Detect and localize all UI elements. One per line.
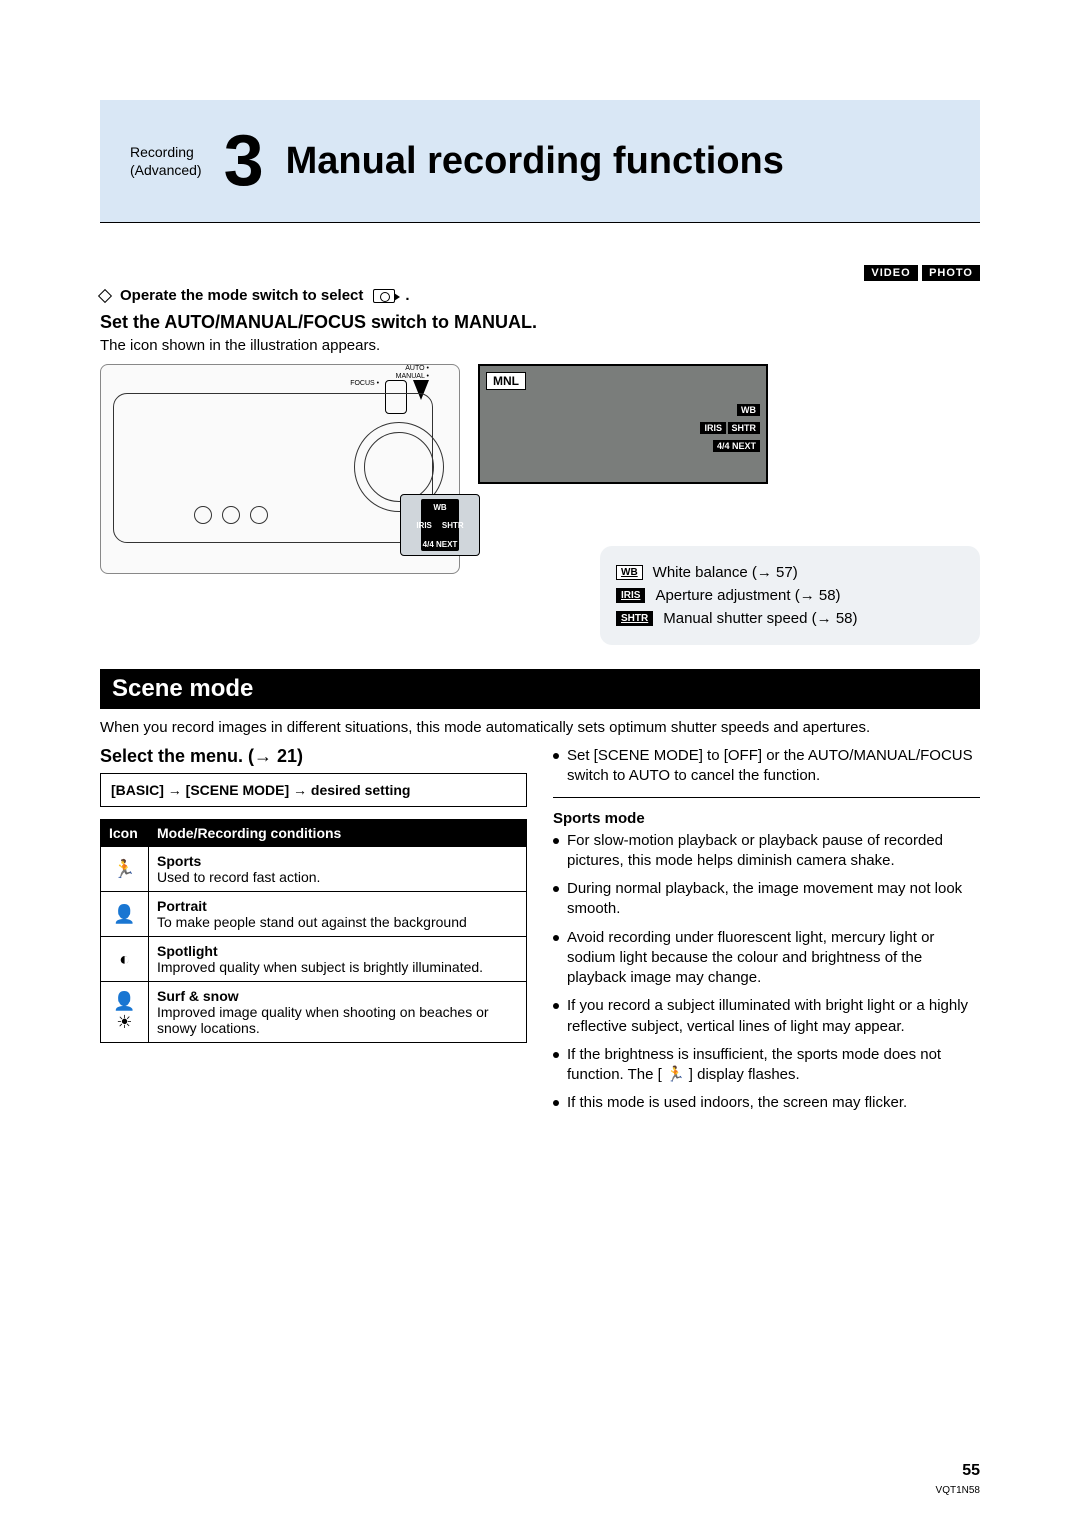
iris-mini-badge: IRIS [616,588,645,603]
list-item: For slow-motion playback or playback pau… [553,831,980,872]
mode-desc: Improved image quality when shooting on … [157,1004,489,1036]
icon-appears-text: The icon shown in the illustration appea… [100,337,980,354]
mode-name: Spotlight [157,943,218,959]
chapter-header: Recording (Advanced) 3 Manual recording … [100,100,980,223]
scene-left-column: Select the menu. (→ 21) [BASIC] → [SCENE… [100,746,527,1122]
portrait-icon: 👤 [101,892,149,937]
next-badge: 4/4 NEXT [713,440,760,452]
list-item: Avoid recording under fluorescent light,… [553,928,980,989]
th-mode: Mode/Recording conditions [149,820,527,847]
lens-inner [364,432,434,502]
table-row: ◐ SpotlightImproved quality when subject… [101,937,527,982]
list-item: During normal playback, the image moveme… [553,879,980,920]
iris-desc: Aperture adjustment (→ 58) [655,587,840,604]
mnl-label: MNL [486,372,526,390]
divider [553,797,980,798]
mode-badges: VIDEO PHOTO [864,263,980,281]
mode-name: Portrait [157,898,207,914]
diamond-icon [98,288,112,302]
operate-text: Operate the mode switch to select [120,287,363,304]
list-item: If you record a subject illuminated with… [553,996,980,1037]
section-label: Recording (Advanced) [130,143,202,179]
btn-row [194,506,268,524]
wb-desc: White balance (→ 57) [653,564,798,581]
mode-name: Surf & snow [157,988,239,1004]
mode-desc: Used to record fast action. [157,869,320,885]
list-item: If the brightness is insufficient, the s… [553,1045,980,1086]
doc-code: VQT1N58 [936,1485,980,1496]
sports-mode-subheading: Sports mode [553,810,980,827]
shtr-desc: Manual shutter speed (→ 58) [663,610,857,627]
shtr-mini-badge: SHTR [616,611,653,626]
list-item: Set [SCENE MODE] to [OFF] or the AUTO/MA… [553,746,980,787]
surf-icon: 👤☀ [101,982,149,1043]
scene-mode-heading: Scene mode [100,669,980,709]
iris-badge: IRIS [700,422,726,434]
table-row: 👤 PortraitTo make people stand out again… [101,892,527,937]
chapter-title: Manual recording functions [286,140,784,183]
list-item: If this mode is used indoors, the screen… [553,1093,980,1113]
section-line1: Recording [130,144,194,160]
table-row: 👤☀ Surf & snowImproved image quality whe… [101,982,527,1043]
set-switch-heading: Set the AUTO/MANUAL/FOCUS switch to MANU… [100,312,980,333]
page-number: 55 [962,1462,980,1480]
wb-badge: WB [737,404,760,416]
mode-name: Sports [157,853,201,869]
chapter-number: 3 [224,120,264,202]
menu-path-box: [BASIC] → [SCENE MODE] → desired setting [100,773,527,807]
top-bullets: Set [SCENE MODE] to [OFF] or the AUTO/MA… [553,746,980,787]
mode-desc: To make people stand out against the bac… [157,914,467,930]
video-badge: VIDEO [864,265,917,281]
operate-instruction: Operate the mode switch to select . [100,287,980,304]
spotlight-icon: ◐ [101,937,149,982]
section-line2: (Advanced) [130,162,202,178]
icon-descriptions: WB White balance (→ 57) IRIS Aperture ad… [600,546,980,645]
scene-columns: Select the menu. (→ 21) [BASIC] → [SCENE… [100,746,980,1122]
camera-body-outline [113,393,433,543]
select-menu-heading: Select the menu. (→ 21) [100,746,527,767]
sports-bullets: For slow-motion playback or playback pau… [553,831,980,1114]
sports-icon: 🏃 [101,847,149,892]
camera-icon [373,289,395,303]
shtr-badge: SHTR [728,422,761,434]
illustration-row: AUTO • MANUAL • FOCUS • WB IRIS SHTR 4/4… [100,364,980,574]
scene-right-column: Set [SCENE MODE] to [OFF] or the AUTO/MA… [553,746,980,1122]
scene-intro: When you record images in different situ… [100,719,980,736]
table-row: 🏃 SportsUsed to record fast action. [101,847,527,892]
screen-overlay: WB IRIS SHTR 4/4 NEXT [400,494,480,556]
wb-mini-badge: WB [616,565,643,580]
th-icon: Icon [101,820,149,847]
scene-table: Icon Mode/Recording conditions 🏃 SportsU… [100,819,527,1043]
mnl-image: MNL WB IRIS SHTR 4/4 NEXT [478,364,768,484]
mnl-preview: MNL WB IRIS SHTR 4/4 NEXT [478,364,768,484]
photo-badge: PHOTO [922,265,980,281]
mode-desc: Improved quality when subject is brightl… [157,959,483,975]
